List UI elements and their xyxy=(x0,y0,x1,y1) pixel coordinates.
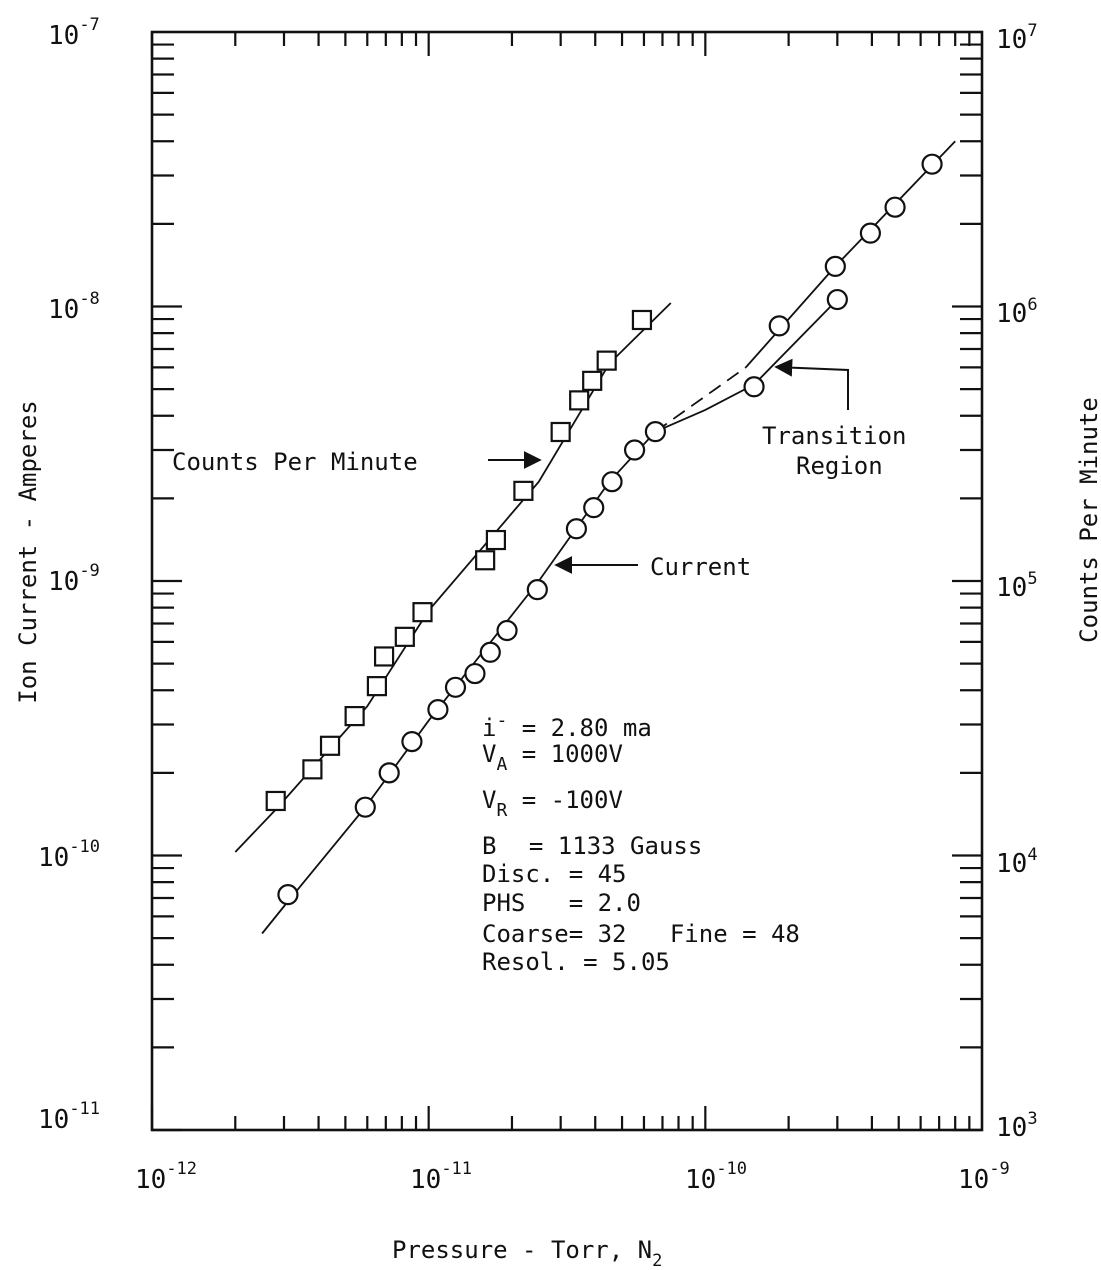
x-tick-label: 10-12 xyxy=(135,1159,197,1195)
y2-tick-label: 105 xyxy=(996,569,1038,603)
fit-line xyxy=(234,302,672,853)
circle-marker xyxy=(623,439,646,461)
circle-marker xyxy=(824,255,846,277)
circle-marker xyxy=(277,884,299,906)
circle-marker xyxy=(884,196,906,218)
square-marker xyxy=(513,480,534,501)
transition-annotation-line2: Region xyxy=(796,452,883,480)
y2-axis-title: Counts Per Minute xyxy=(1075,397,1101,643)
square-marker xyxy=(582,370,603,391)
square-marker xyxy=(344,705,365,727)
square-marker xyxy=(596,350,617,371)
square-marker xyxy=(373,646,395,667)
circle-marker xyxy=(401,730,423,753)
x-tick-label: 10-9 xyxy=(958,1159,1010,1195)
param-line: VR = -100V xyxy=(482,786,623,821)
current-annotation: Current xyxy=(650,553,751,581)
plot-frame xyxy=(150,30,984,1132)
param-line-b-value: = 1133 Gauss xyxy=(500,832,702,860)
circle-marker xyxy=(464,662,486,685)
y-tick-label: 10-7 xyxy=(48,15,100,51)
circle-marker xyxy=(565,518,588,540)
square-marker xyxy=(485,529,507,551)
y-axis-title: Ion Current - Amperes xyxy=(14,400,42,703)
parameters-block: i- = 2.80 ma VA = 1000V VR = -100V B = 1… xyxy=(482,710,800,976)
param-line: i- = 2.80 ma xyxy=(482,710,652,742)
circle-marker xyxy=(444,676,467,698)
fit-lines xyxy=(234,140,956,935)
circle-marker xyxy=(427,699,449,721)
param-line: Disc. = 45 xyxy=(482,860,627,888)
circle-marker xyxy=(479,641,501,663)
data-markers xyxy=(265,153,943,906)
circle-marker xyxy=(826,288,848,311)
square-marker xyxy=(319,735,341,756)
circle-marker xyxy=(354,796,376,818)
square-marker xyxy=(475,550,496,571)
transition-arrow xyxy=(774,358,849,410)
fit-line-dashed xyxy=(654,366,747,433)
axis-ticks xyxy=(150,32,982,1132)
square-marker xyxy=(302,759,323,780)
square-marker xyxy=(631,309,653,331)
y-tick-label: 10-8 xyxy=(48,289,100,325)
y-tick-label: 10-11 xyxy=(38,1099,100,1135)
x-axis-title: Pressure - Torr, N2 xyxy=(392,1236,662,1270)
square-marker xyxy=(265,790,286,812)
x-tick-label: 10-11 xyxy=(410,1159,472,1195)
circle-marker xyxy=(644,421,667,443)
circle-marker xyxy=(526,579,548,601)
circle-marker xyxy=(743,376,765,398)
square-marker xyxy=(394,626,415,647)
y2-tick-label: 103 xyxy=(996,1109,1038,1143)
circle-marker xyxy=(583,497,605,519)
tick-labels: 10-12 10-11 10-10 10-9 10-11 10-10 10-9 … xyxy=(38,15,1038,1195)
y-tick-label: 10-10 xyxy=(38,837,100,873)
transition-annotation-line1: Transition xyxy=(762,422,907,450)
x-tick-label: 10-10 xyxy=(685,1159,747,1195)
y-tick-label: 10-9 xyxy=(48,561,100,597)
param-line: Coarse= 32 Fine = 48 xyxy=(482,920,800,948)
counts-per-minute-annotation: Counts Per Minute xyxy=(172,448,418,476)
circle-marker xyxy=(768,315,790,337)
circle-marker xyxy=(496,619,518,642)
square-marker xyxy=(412,602,433,623)
param-line: B xyxy=(482,832,496,860)
param-line: Resol. = 5.05 xyxy=(482,948,670,976)
circle-marker xyxy=(921,153,943,175)
y2-tick-label: 107 xyxy=(996,21,1038,55)
param-line: PHS = 2.0 xyxy=(482,889,641,917)
param-line: VA = 1000V xyxy=(482,740,623,775)
y2-tick-label: 106 xyxy=(996,295,1038,329)
square-marker xyxy=(550,421,571,443)
fit-line xyxy=(655,298,838,433)
circle-marker xyxy=(378,762,400,784)
y2-tick-label: 104 xyxy=(996,845,1038,879)
square-marker xyxy=(366,676,388,697)
circle-marker xyxy=(859,222,881,244)
circle-marker xyxy=(601,471,623,493)
square-marker xyxy=(569,390,590,411)
